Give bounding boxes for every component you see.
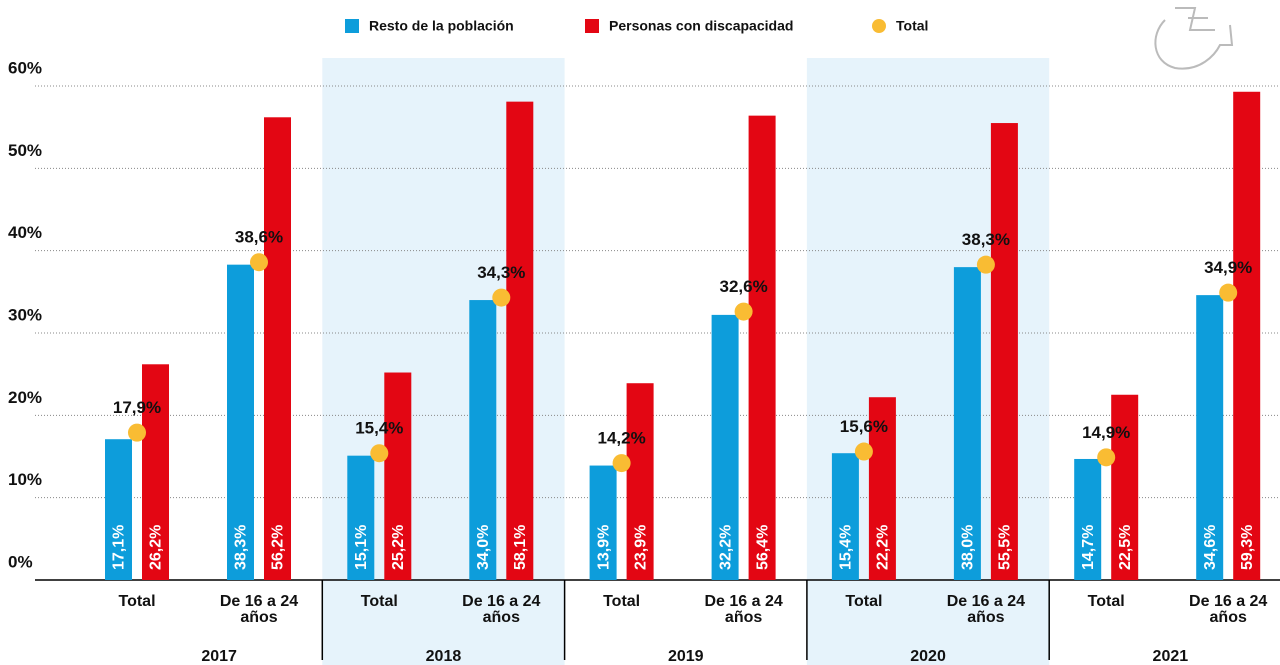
bar <box>264 117 291 580</box>
legend-swatch <box>872 19 886 33</box>
y-tick-label: 0% <box>8 552 33 571</box>
x-tick-label: De 16 a 24 años <box>462 593 541 626</box>
total-dot <box>370 444 389 463</box>
bar <box>990 123 1018 581</box>
bar <box>469 300 497 580</box>
bar <box>868 397 896 580</box>
bar-value-label: 55,5% <box>997 525 1014 570</box>
y-tick-label: 60% <box>8 58 42 77</box>
bar-value-label: 22,5% <box>1117 525 1134 570</box>
bar-value-label: 32,2% <box>717 525 734 570</box>
group-label: 2017 <box>201 648 237 665</box>
bar-value-label: 38,3% <box>233 525 250 570</box>
bar-value-label: 34,6% <box>1202 525 1219 570</box>
x-tick-label: Total <box>118 593 156 610</box>
total-dot <box>734 302 753 321</box>
bar <box>831 453 859 580</box>
total-dot <box>1097 448 1116 467</box>
bar-value-label: 26,2% <box>148 525 165 570</box>
group-label: 2018 <box>426 648 462 665</box>
x-tick-label: De 16 a 24 años <box>946 593 1026 626</box>
total-dot <box>854 442 873 461</box>
y-tick-label: 40% <box>8 223 42 242</box>
total-dot <box>1219 283 1238 302</box>
bar <box>953 267 981 580</box>
legend-label: Resto de la población <box>369 18 514 34</box>
bar-value-label: 22,2% <box>875 525 892 570</box>
total-value-label: 17,9% <box>113 398 161 417</box>
y-tick-label: 20% <box>8 388 42 407</box>
total-value-label: 34,3% <box>477 263 525 282</box>
bar <box>105 439 132 580</box>
legend-swatch <box>345 19 359 33</box>
x-tick-label: De 16 a 24 años <box>219 593 299 626</box>
total-dot <box>492 288 511 307</box>
legend-label: Total <box>896 18 928 34</box>
bar <box>506 101 534 580</box>
legend-label: Personas con discapacidad <box>609 18 793 34</box>
bar-value-label: 58,1% <box>512 525 529 570</box>
total-dot <box>250 253 268 272</box>
x-tick-label: Total <box>603 593 641 610</box>
total-value-label: 15,6% <box>840 417 888 436</box>
bar-value-label: 34,0% <box>475 525 492 570</box>
group-label: 2021 <box>1153 648 1189 665</box>
bar-value-label: 38,0% <box>960 525 977 570</box>
bar-value-label: 25,2% <box>390 525 407 570</box>
bar <box>1074 458 1102 580</box>
total-value-label: 15,4% <box>355 419 403 438</box>
y-tick-label: 30% <box>8 305 42 324</box>
bar-value-label: 59,3% <box>1239 525 1256 570</box>
y-tick-label: 10% <box>8 470 42 489</box>
bar-value-label: 17,1% <box>111 525 128 570</box>
bar <box>711 314 739 580</box>
bar <box>227 264 254 580</box>
wheelchair-icon <box>1154 7 1234 70</box>
total-dot <box>976 255 995 274</box>
bar <box>748 115 776 580</box>
bar <box>347 455 375 580</box>
bar-value-label: 15,1% <box>353 525 370 570</box>
total-dot <box>612 454 631 473</box>
bar <box>1233 91 1261 580</box>
total-value-label: 32,6% <box>719 277 767 296</box>
bar-value-label: 23,9% <box>632 525 649 570</box>
bar-value-label: 56,4% <box>754 525 771 570</box>
total-value-label: 14,2% <box>597 429 645 448</box>
legend-swatch <box>585 19 599 33</box>
total-dot <box>128 423 146 442</box>
total-value-label: 38,3% <box>962 230 1010 249</box>
bar <box>1196 295 1224 580</box>
total-value-label: 38,6% <box>235 228 283 247</box>
bar-value-label: 56,2% <box>270 525 287 570</box>
x-tick-label: Total <box>360 593 398 610</box>
total-value-label: 14,9% <box>1082 423 1130 442</box>
bar-value-label: 14,7% <box>1080 525 1097 570</box>
bar <box>589 465 617 580</box>
group-label: 2020 <box>910 648 946 665</box>
y-tick-label: 50% <box>8 141 42 160</box>
bar <box>142 364 169 580</box>
bar-value-label: 13,9% <box>595 525 612 570</box>
x-tick-label: Total <box>1087 593 1125 610</box>
bar <box>1111 394 1139 580</box>
bar <box>384 372 412 580</box>
bar <box>626 383 654 580</box>
total-value-label: 34,9% <box>1204 258 1252 277</box>
group-label: 2019 <box>668 648 704 665</box>
x-tick-label: De 16 a 24 años <box>704 593 783 626</box>
x-tick-label: De 16 a 24 años <box>1189 593 1268 626</box>
bar-value-label: 15,4% <box>838 525 855 570</box>
x-tick-label: Total <box>845 593 883 610</box>
